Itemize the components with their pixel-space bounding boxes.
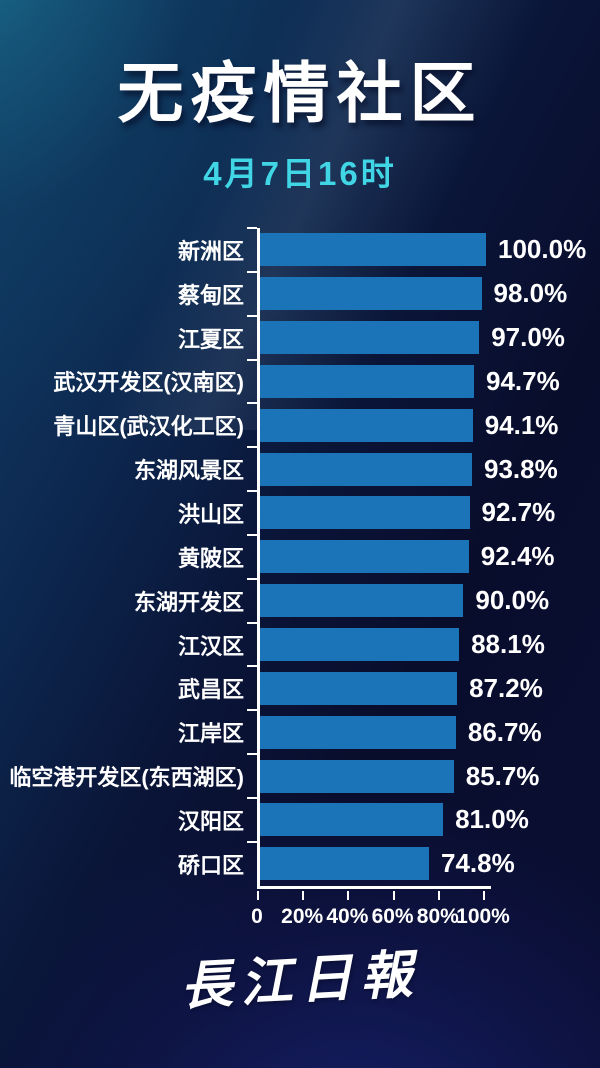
x-axis: 0 20% 40% 60% 80% 100% [251, 885, 510, 928]
bar-track: 94.1% [257, 403, 600, 448]
bar-rows: 新洲区 100.0% 蔡甸区 98.0% 江夏区 97.0% 武汉开发区(汉南区… [0, 227, 600, 886]
bar-track: 97.0% [257, 315, 600, 360]
x-axis-tick [483, 890, 485, 900]
bar [260, 452, 472, 486]
bar-track: 81.0% [257, 797, 600, 842]
bar-value-label: 85.7% [465, 760, 540, 791]
bar-row: 东湖风景区 93.8% [0, 446, 600, 492]
district-label: 汉阳区 [177, 808, 244, 834]
bar-track: 94.7% [257, 359, 600, 404]
bar-track: 92.4% [257, 534, 600, 579]
bar-track: 98.0% [257, 271, 600, 316]
bar-row: 武昌区 87.2% [0, 665, 600, 711]
district-label: 临空港开发区(东西湖区) [9, 765, 244, 791]
bar-row: 新洲区 100.0% [0, 227, 600, 272]
bar [260, 277, 482, 311]
report-datetime: 4月7日16时 [203, 155, 397, 192]
bar-track: 90.0% [257, 578, 600, 623]
district-label: 江夏区 [177, 326, 244, 352]
district-label: 江汉区 [177, 633, 244, 659]
x-axis-tick-label: 40% [326, 904, 369, 928]
bar [260, 584, 464, 618]
district-label: 武汉开发区(汉南区) [53, 370, 244, 396]
x-axis-tick-label: 0 [251, 904, 263, 928]
x-axis-tick-label: 20% [281, 904, 324, 928]
bar-track: 85.7% [257, 754, 600, 798]
bar-value-label: 81.0% [455, 804, 529, 835]
bar-track: 74.8% [257, 841, 600, 886]
bar-row: 黄陂区 92.4% [0, 533, 600, 579]
bar-chart: 新洲区 100.0% 蔡甸区 98.0% 江夏区 97.0% 武汉开发区(汉南区… [0, 227, 600, 928]
bar-row: 临空港开发区(东西湖区) 85.7% [0, 753, 600, 798]
bar-value-label: 94.7% [486, 365, 560, 396]
changjiang-daily-logo: 長江日報 [178, 943, 422, 1018]
bar [260, 321, 480, 355]
x-axis-tick [257, 890, 259, 900]
bar [260, 496, 470, 530]
bar [260, 847, 429, 881]
bar [260, 628, 460, 662]
district-label: 洪山区 [177, 501, 244, 527]
x-axis-tick [302, 890, 305, 900]
bar-row: 东湖开发区 90.0% [0, 577, 600, 623]
bar [260, 671, 458, 705]
district-label: 蔡甸区 [177, 282, 244, 308]
bar [260, 803, 444, 837]
bar [260, 759, 454, 793]
bar-row: 江汉区 88.1% [0, 621, 600, 667]
bar [260, 540, 469, 574]
district-label: 硚口区 [177, 852, 244, 878]
district-label: 新洲区 [177, 238, 244, 264]
district-label: 东湖风景区 [133, 458, 244, 484]
bar-value-label: 86.7% [467, 716, 542, 747]
bar-track: 87.2% [257, 666, 600, 711]
bar [260, 408, 473, 442]
bar-row: 青山区(武汉化工区) 94.1% [0, 402, 600, 448]
district-label: 东湖开发区 [133, 589, 244, 615]
bar-track: 86.7% [257, 710, 600, 755]
bar [260, 233, 486, 267]
x-axis-tick [347, 890, 350, 900]
bar-track: 100.0% [257, 228, 600, 272]
x-axis-tick-label: 100% [456, 904, 510, 928]
bar-row: 武汉开发区(汉南区) 94.7% [0, 358, 600, 404]
bar-value-label: 90.0% [475, 585, 550, 616]
bar-track: 93.8% [257, 447, 600, 492]
x-axis-tick-label: 80% [416, 904, 459, 928]
district-label: 黄陂区 [177, 545, 244, 571]
district-label: 武昌区 [177, 677, 244, 703]
x-axis-tick [437, 890, 440, 900]
bar-track: 92.7% [257, 491, 600, 535]
bar-value-label: 87.2% [469, 672, 543, 703]
bar-row: 江夏区 97.0% [0, 314, 600, 360]
district-label: 青山区(武汉化工区) [53, 414, 244, 440]
bar-value-label: 93.8% [484, 453, 558, 484]
bar [260, 364, 474, 398]
bar [260, 715, 456, 749]
bar-row: 蔡甸区 98.0% [0, 270, 600, 316]
bar-row: 汉阳区 81.0% [0, 796, 600, 842]
bar-value-label: 92.4% [480, 541, 555, 572]
page-title: 无疫情社区 [117, 56, 483, 130]
bar-track: 88.1% [257, 622, 600, 667]
bar-row: 硚口区 74.8% [0, 840, 600, 886]
bar-value-label: 92.7% [481, 497, 556, 528]
bar-value-label: 88.1% [471, 629, 545, 660]
bar-row: 洪山区 92.7% [0, 490, 600, 535]
bar-value-label: 97.0% [491, 322, 565, 353]
bar-value-label: 94.1% [484, 409, 559, 440]
bar-value-label: 100.0% [498, 234, 587, 265]
x-axis-tick [392, 890, 395, 900]
bar-value-label: 74.8% [441, 848, 515, 879]
bar-value-label: 98.0% [493, 278, 568, 309]
x-axis-tick-label: 60% [371, 904, 414, 928]
bar-row: 江岸区 86.7% [0, 709, 600, 755]
district-label: 江岸区 [177, 721, 244, 747]
